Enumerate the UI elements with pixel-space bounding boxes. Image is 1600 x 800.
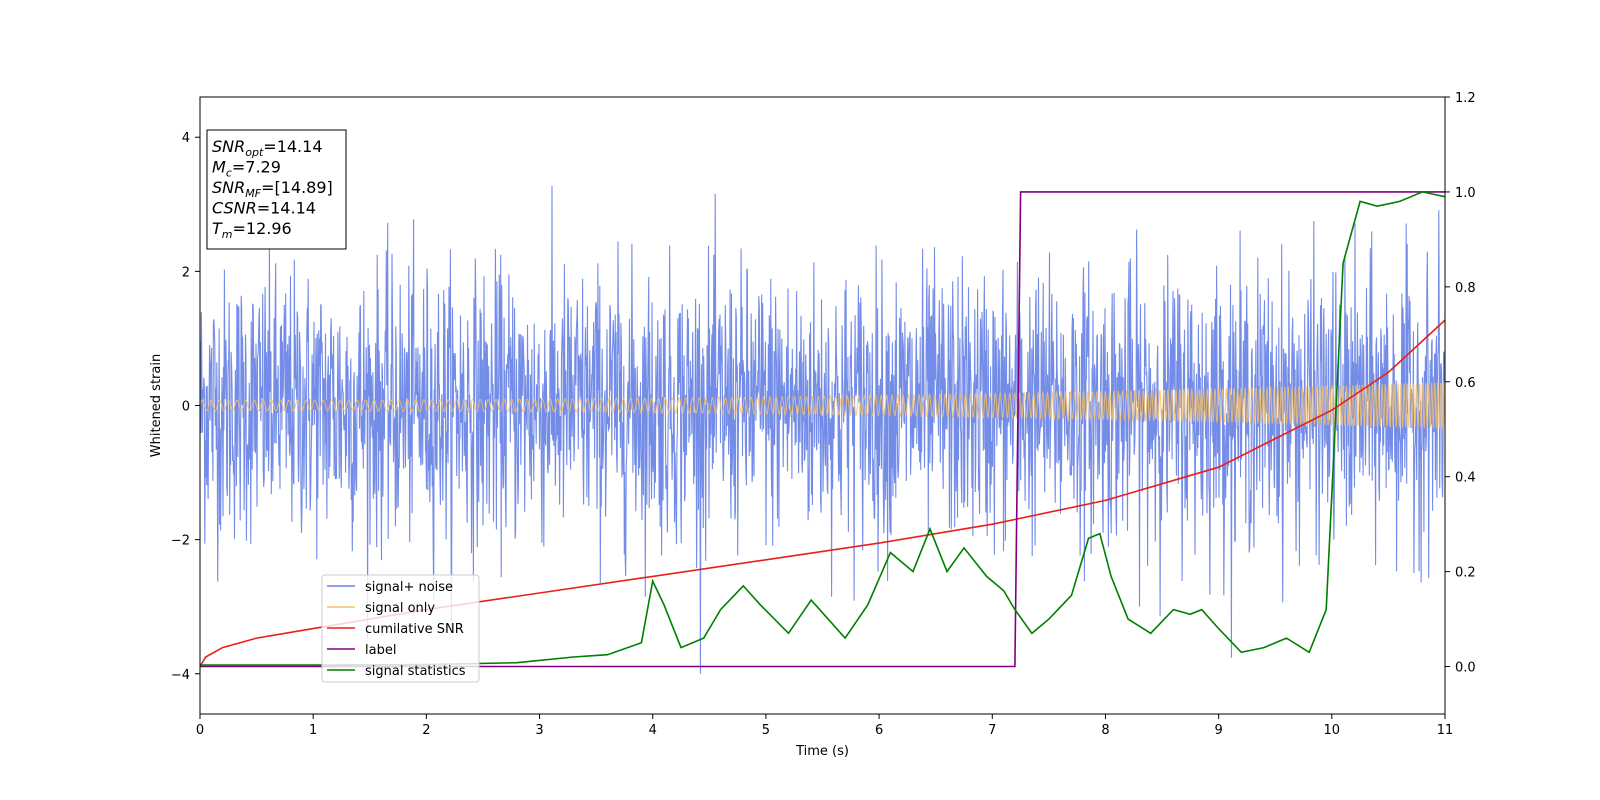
data-layer <box>200 185 1445 674</box>
x-tick-label: 2 <box>422 723 430 738</box>
legend-label: signal statistics <box>365 664 466 679</box>
legend: signal+ noise signal only cumilative SNR la… <box>321 574 480 683</box>
y-axis-label: Whitened strain <box>149 354 164 457</box>
y-right-tick-label: 0.8 <box>1455 281 1476 296</box>
y-right-tick-label: 1.0 <box>1455 186 1476 201</box>
y-left-tick-label: −2 <box>171 534 190 549</box>
series-label-line <box>200 191 1445 668</box>
x-tick-label: 8 <box>1101 723 1109 738</box>
info-line: Mc=7.29 <box>212 158 281 180</box>
legend-label: signal+ noise <box>365 580 453 595</box>
y-left-tick-label: 0 <box>182 400 190 415</box>
x-tick-label: 3 <box>535 723 543 738</box>
ticks-layer: 0 1 2 3 4 5 6 7 8 9 10 11 −4 −2 0 2 4 0.0 0.2 0.4 0.6 0.8 1.0 1… <box>171 91 1476 738</box>
y-right-tick-label: 1.2 <box>1455 91 1476 106</box>
x-tick-label: 1 <box>309 723 317 738</box>
y-left-tick-label: −4 <box>171 668 190 683</box>
info-box-frame <box>206 129 347 250</box>
x-axis-label: Time (s) <box>795 744 849 759</box>
y-right-tick-label: 0.6 <box>1455 376 1476 391</box>
x-tick-label: 7 <box>988 723 996 738</box>
legend-label: label <box>365 643 396 658</box>
y-right-tick-label: 0.4 <box>1455 471 1476 486</box>
series-cumulative-snr-line <box>200 319 1445 667</box>
info-box: SNRopt=14.14Mc=7.29SNRMF=[14.89]CSNR=14.… <box>206 129 347 250</box>
series-signal-only-line <box>200 381 1445 429</box>
legend-label: cumilative SNR <box>365 622 464 637</box>
x-tick-label: 10 <box>1324 723 1341 738</box>
info-line: Tm=12.96 <box>212 219 292 241</box>
info-line: CSNR=14.14 <box>212 199 316 218</box>
x-tick-label: 11 <box>1437 723 1454 738</box>
y-left-tick-label: 2 <box>182 265 190 280</box>
legend-label: signal only <box>365 601 435 616</box>
legend-box <box>321 574 480 683</box>
y-right-tick-label: 0.2 <box>1455 566 1476 581</box>
y-left-tick-label: 4 <box>182 131 190 146</box>
series-signal-statistics-line <box>200 191 1445 666</box>
series-signal-noise-line <box>200 185 1445 674</box>
info-line: SNRopt=14.14 <box>212 137 323 159</box>
x-tick-label: 0 <box>196 723 204 738</box>
x-tick-label: 6 <box>875 723 883 738</box>
info-line: SNRMF=[14.89] <box>212 178 333 200</box>
x-tick-label: 5 <box>762 723 770 738</box>
x-tick-label: 4 <box>649 723 657 738</box>
y-right-tick-label: 0.0 <box>1455 661 1476 676</box>
x-tick-label: 9 <box>1214 723 1222 738</box>
